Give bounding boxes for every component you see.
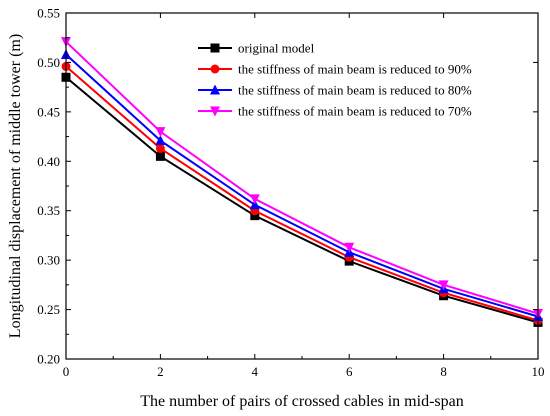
data-point: [438, 280, 449, 291]
y-tick-label: 0.55: [37, 6, 60, 21]
plot-area: [61, 37, 543, 327]
y-tick-label: 0.25: [37, 302, 60, 317]
series-line: [65, 40, 539, 315]
series-line: [65, 65, 539, 322]
data-point: [249, 194, 260, 205]
data-point: [155, 151, 165, 161]
legend: original model the stiffness of main beam…: [198, 41, 472, 119]
x-tick-label: 6: [346, 364, 353, 379]
legend-item: original model: [198, 41, 315, 56]
y-axis-title: Longitudinal displacement of middle towe…: [7, 34, 24, 338]
legend-marker: [210, 43, 220, 53]
y-tick-label: 0.45: [37, 104, 60, 119]
legend-item: the stiffness of main beam is reduced to…: [198, 104, 472, 119]
data-point: [250, 211, 260, 221]
y-tick-label: 0.40: [37, 154, 60, 169]
data-point: [155, 143, 165, 153]
y-tick-label: 0.50: [37, 55, 60, 70]
legend-item: the stiffness of main beam is reduced to…: [198, 62, 472, 77]
series-2: [61, 61, 543, 325]
series-line: [65, 76, 539, 324]
x-tick-label: 4: [252, 364, 259, 379]
y-tick-label: 0.35: [37, 203, 60, 218]
data-point: [155, 135, 166, 146]
legend-label: the stiffness of main beam is reduced to…: [238, 104, 472, 119]
axes: 0 2 4 6 8 10 0.20 0.25 0.30 0.35 0.40 0.45 0.50 0.55: [37, 6, 544, 380]
series-line: [65, 53, 539, 318]
legend-marker: [210, 84, 220, 95]
legend-item: the stiffness of main beam is reduced to…: [198, 83, 472, 98]
legend-marker: [210, 64, 220, 74]
legend-label: the stiffness of main beam is reduced to…: [238, 62, 472, 77]
x-tick-label: 2: [157, 364, 164, 379]
x-tick-label: 0: [63, 364, 70, 379]
series-4: [61, 37, 543, 320]
x-axis-title: The number of pairs of crossed cables in…: [140, 393, 463, 410]
legend-label: original model: [238, 41, 315, 56]
x-tick-label: 10: [532, 364, 545, 379]
legend-label: the stiffness of main beam is reduced to…: [238, 83, 472, 98]
data-point: [155, 127, 166, 138]
y-tick-label: 0.30: [37, 253, 60, 268]
data-point: [344, 242, 355, 253]
legend-marker: [210, 106, 220, 117]
x-tick-label: 8: [440, 364, 447, 379]
y-tick-label: 0.20: [37, 352, 60, 367]
